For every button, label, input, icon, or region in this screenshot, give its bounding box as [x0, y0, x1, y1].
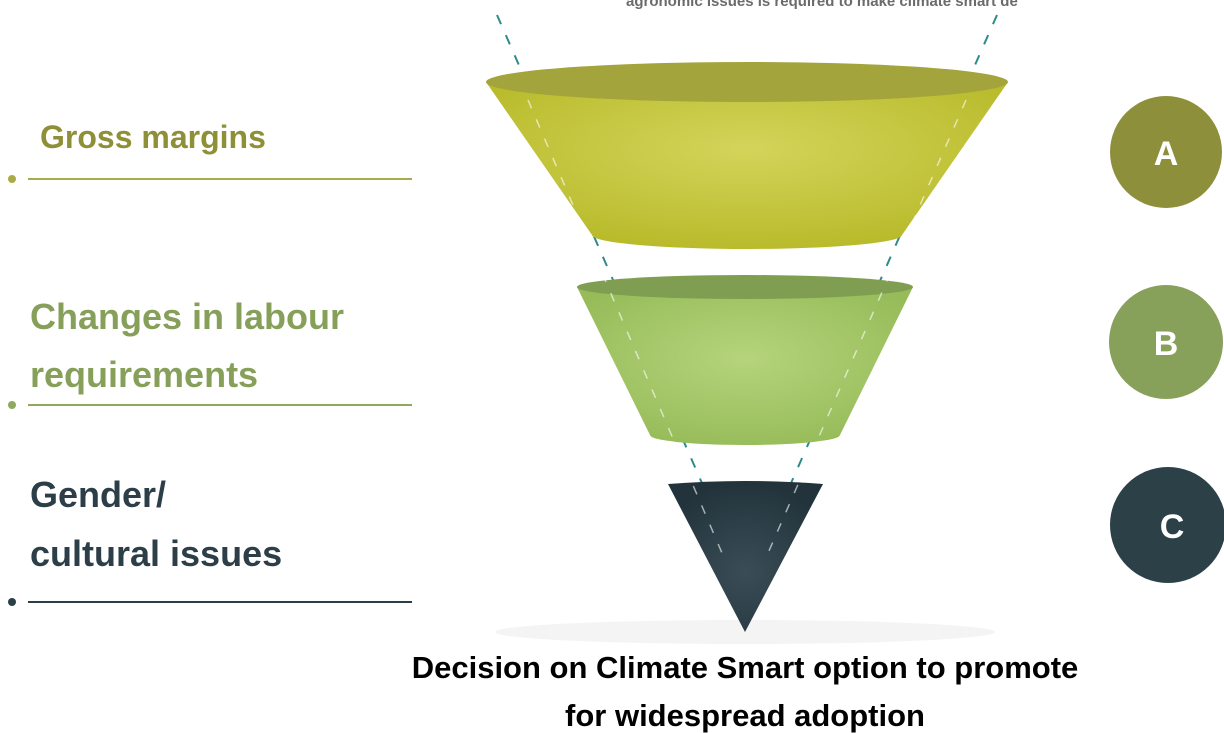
- badge: [1109, 285, 1223, 399]
- badge-letter: B: [1154, 325, 1179, 363]
- caption: Decision on Climate Smart option to prom…: [412, 650, 1079, 685]
- stage-label: Gender/: [30, 474, 166, 515]
- funnel-bottom: [668, 481, 823, 632]
- funnel-top: [486, 82, 1008, 249]
- stage-label: cultural issues: [30, 533, 282, 574]
- badge: [1110, 467, 1224, 583]
- badge-letter: C: [1160, 508, 1185, 546]
- rule-dot: [8, 401, 16, 409]
- funnel-top-rim: [486, 62, 1008, 102]
- caption: for widespread adoption: [565, 698, 925, 733]
- badge-letter: A: [1154, 135, 1179, 173]
- funnel-middle-rim: [577, 275, 913, 299]
- funnel-middle: [577, 287, 913, 445]
- rule-dot: [8, 175, 16, 183]
- badge: [1110, 96, 1222, 208]
- header-text: agronomic issues is required to make cli…: [626, 0, 1018, 10]
- stage-label: Changes in labour: [30, 296, 344, 337]
- rule-dot: [8, 598, 16, 606]
- stage-label: Gross margins: [40, 119, 266, 155]
- stage-label: requirements: [30, 354, 258, 395]
